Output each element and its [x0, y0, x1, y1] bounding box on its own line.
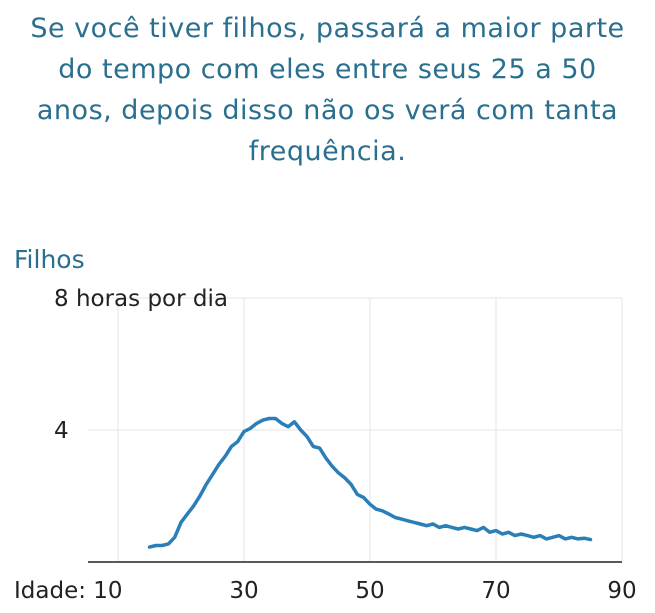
series-layer — [147, 416, 593, 549]
x-tick-label: 50 — [355, 578, 384, 604]
x-tick-label: 70 — [481, 578, 510, 604]
y-tick-label: 4 — [54, 418, 69, 444]
x-tick-label: Idade: 10 — [14, 578, 123, 604]
series-line — [147, 416, 593, 549]
x-tick-label: 30 — [229, 578, 258, 604]
tick-label-layer: Idade: 10 30 50 70 90 4 8 horas por dia — [14, 286, 637, 604]
x-tick-label: 90 — [607, 578, 636, 604]
y-tick-label: 8 horas por dia — [54, 286, 228, 312]
chart-title: Filhos — [14, 245, 85, 274]
headline: Se você tiver filhos, passará a maior pa… — [30, 13, 625, 167]
grid-layer — [88, 297, 623, 562]
